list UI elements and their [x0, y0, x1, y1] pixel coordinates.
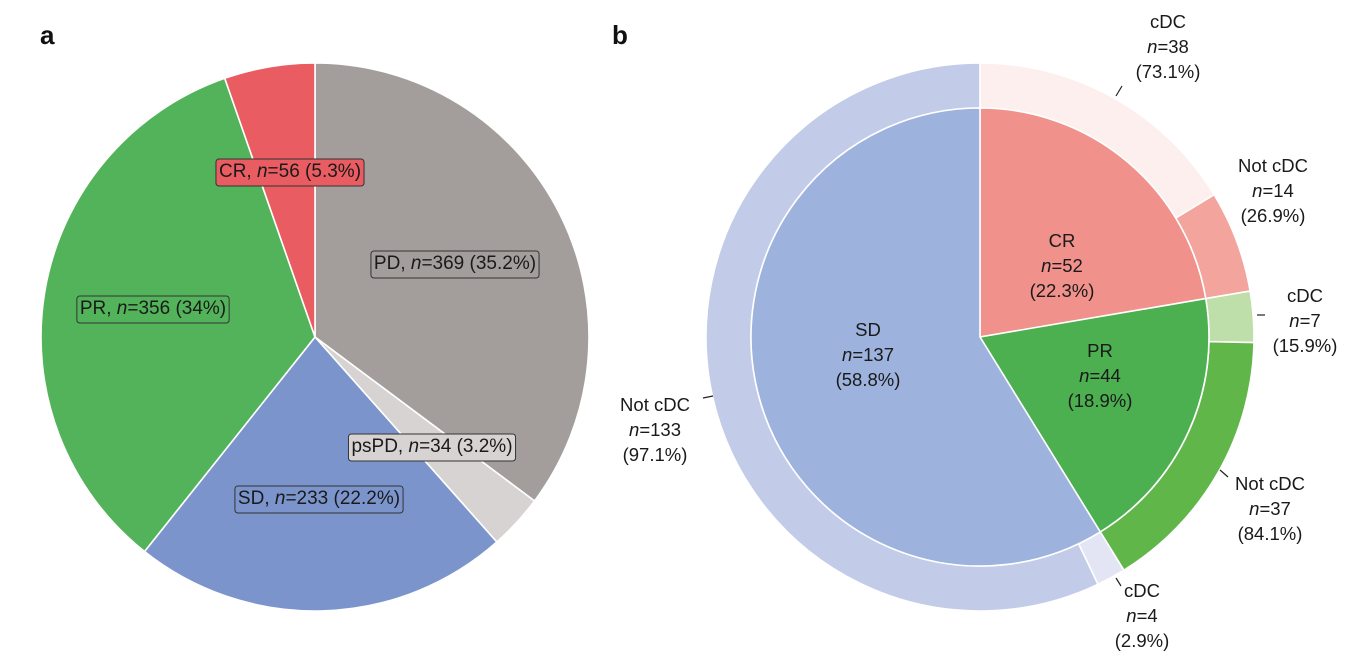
svg-text:cDC: cDC [1124, 580, 1160, 601]
svg-text:n=4: n=4 [1126, 605, 1157, 626]
svg-text:n=14: n=14 [1252, 180, 1294, 201]
data-label-pspd: psPD, n=34 (3.2%) [347, 433, 517, 462]
inner-label-pr: PR n=44 (18.9%) [1068, 340, 1133, 411]
data-label-pr: PR, n=356 (34%) [76, 295, 230, 324]
data-label-sd: SD, n=233 (22.2%) [234, 485, 404, 514]
svg-text:(26.9%): (26.9%) [1241, 205, 1306, 226]
label-box [215, 158, 365, 187]
label-box [347, 433, 517, 462]
svg-text:(2.9%): (2.9%) [1115, 630, 1170, 651]
data-label-cr: CR, n=56 (5.3%) [215, 158, 365, 187]
svg-text:cDC: cDC [1287, 285, 1323, 306]
svg-text:n=52: n=52 [1041, 255, 1083, 276]
svg-text:n=44: n=44 [1079, 365, 1121, 386]
leader-line [1219, 469, 1229, 478]
label-box [234, 485, 404, 514]
svg-text:n=7: n=7 [1289, 310, 1320, 331]
donut-chart-b: CR n=52 (22.3%) PR n=44 (18.9%) SD n=137 (58.8%)… [620, 11, 1337, 651]
outer-label-sd-cdc: cDC n=4 (2.9%) [1115, 577, 1170, 651]
svg-text:n=137: n=137 [842, 344, 894, 365]
svg-text:(58.8%): (58.8%) [836, 369, 901, 390]
outer-label-pr-cdc: cDC n=7 (15.9%) [1257, 285, 1337, 356]
outer-label-sd-not-cdc: Not cDC n=133 (97.1%) [620, 394, 714, 465]
inner-slice-pr [978, 297, 1210, 533]
outer-segment-pr-cdc [1204, 290, 1255, 344]
svg-text:(18.9%): (18.9%) [1068, 390, 1133, 411]
inner-label-sd: SD n=137 (58.8%) [836, 319, 901, 390]
inner-slice-sd [750, 107, 1102, 567]
label-text: SD, n=233 (22.2%) [238, 488, 400, 509]
svg-text:(15.9%): (15.9%) [1273, 335, 1338, 356]
svg-text:(22.3%): (22.3%) [1030, 280, 1095, 301]
label-text: psPD, n=34 (3.2%) [351, 436, 512, 457]
slice-sd [143, 335, 498, 612]
label-text: PD, n=369 (35.2%) [374, 253, 536, 274]
label-text: PR, n=356 (34%) [80, 298, 226, 319]
outer-label-cr-cdc: cDC n=38 (73.1%) [1115, 11, 1201, 97]
svg-text:n=37: n=37 [1249, 498, 1291, 519]
label-box [370, 250, 540, 279]
svg-text:n=38: n=38 [1147, 36, 1189, 57]
svg-text:SD: SD [855, 319, 881, 340]
outer-label-pr-not-cdc: Not cDC n=37 (84.1%) [1219, 469, 1305, 544]
svg-text:(84.1%): (84.1%) [1238, 523, 1303, 544]
svg-text:Not cDC: Not cDC [1238, 155, 1308, 176]
leader-line [702, 395, 714, 399]
inner-slice-cr [979, 107, 1207, 338]
leader-line [1115, 577, 1122, 587]
outer-label-cr-not-cdc: Not cDC n=14 (26.9%) [1238, 155, 1308, 226]
label-box [76, 295, 230, 324]
data-label-pd: PD, n=369 (35.2%) [370, 250, 540, 279]
panel-label-b: b [612, 20, 628, 50]
svg-text:PR: PR [1087, 340, 1113, 361]
svg-text:n=133: n=133 [629, 419, 681, 440]
svg-text:Not cDC: Not cDC [620, 394, 690, 415]
panel-label-a: a [40, 20, 55, 50]
svg-text:(97.1%): (97.1%) [623, 444, 688, 465]
slice-pd [314, 62, 590, 503]
svg-text:CR: CR [1049, 230, 1076, 251]
svg-text:(73.1%): (73.1%) [1136, 61, 1201, 82]
label-text: CR, n=56 (5.3%) [219, 161, 361, 182]
pie-chart-a: PD, n=369 (35.2%) psPD, n=34 (3.2%) SD, n=… [40, 62, 590, 612]
leader-line [1115, 85, 1123, 97]
svg-text:cDC: cDC [1150, 11, 1186, 32]
svg-text:Not cDC: Not cDC [1235, 473, 1305, 494]
inner-label-cr: CR n=52 (22.3%) [1030, 230, 1095, 301]
slice-cr [223, 62, 316, 338]
